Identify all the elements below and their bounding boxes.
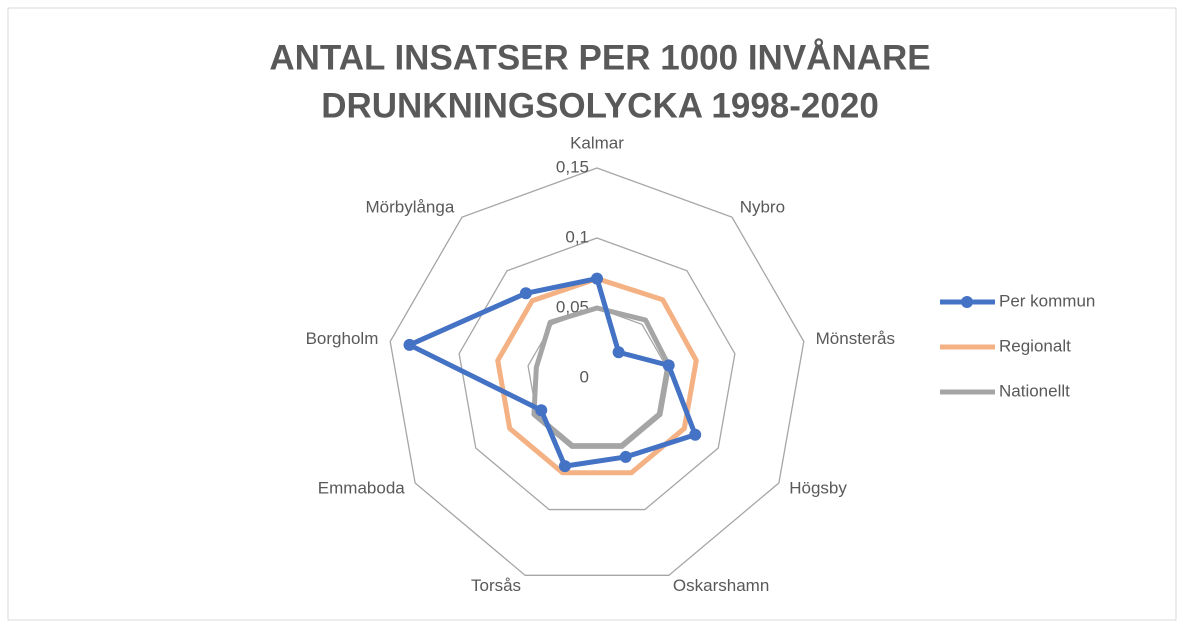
legend-label: Nationellt bbox=[999, 381, 1070, 400]
grid-ring bbox=[389, 167, 805, 576]
category-label: Emmaboda bbox=[318, 478, 405, 497]
data-point bbox=[591, 272, 603, 285]
category-label: Torsås bbox=[471, 576, 521, 595]
series-line bbox=[495, 276, 699, 476]
y-tick-label: 0,1 bbox=[565, 227, 589, 246]
category-label: Borgholm bbox=[306, 329, 379, 348]
legend-label: Per kommun bbox=[999, 291, 1095, 310]
chart-frame bbox=[7, 7, 1177, 621]
y-tick-label: 0,15 bbox=[556, 157, 589, 176]
series-line bbox=[531, 305, 672, 449]
data-point bbox=[519, 287, 532, 300]
data-point bbox=[403, 338, 416, 351]
series-line bbox=[406, 276, 698, 469]
data-point bbox=[619, 450, 632, 463]
grid-ring bbox=[527, 307, 667, 445]
data-point bbox=[689, 428, 702, 441]
data-point bbox=[535, 404, 548, 417]
category-label: Kalmar bbox=[570, 133, 624, 152]
legend-label: Regionalt bbox=[999, 336, 1071, 355]
category-label: Nybro bbox=[740, 197, 785, 216]
chart-title: ANTAL INSATSER PER 1000 INVÅNARE bbox=[269, 37, 930, 77]
category-label: Mörbylånga bbox=[365, 197, 454, 216]
category-label: Högsby bbox=[789, 478, 847, 497]
chart-title: DRUNKNINGSOLYCKA 1998-2020 bbox=[321, 86, 879, 125]
category-label: Mönsterås bbox=[816, 329, 895, 348]
data-point bbox=[558, 460, 571, 473]
data-point bbox=[662, 359, 675, 372]
category-label: Oskarshamn bbox=[673, 576, 769, 595]
legend-marker bbox=[961, 296, 973, 308]
data-point bbox=[612, 346, 625, 359]
y-tick-label: 0 bbox=[580, 367, 589, 386]
